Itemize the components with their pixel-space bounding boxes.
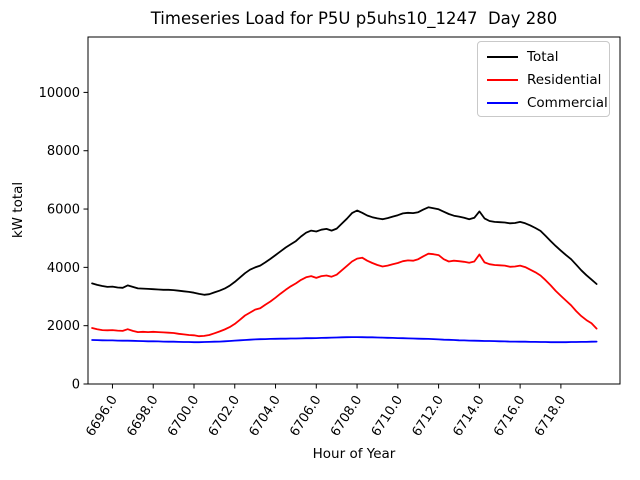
y-tick-label: 4000 [47, 261, 80, 276]
y-tick-label: 0 [72, 378, 80, 393]
x-tick-label: 6704.0 [247, 393, 284, 439]
legend-swatch-residential [487, 78, 518, 81]
legend-item-total: Total [478, 45, 609, 68]
x-tick-label: 6708.0 [328, 393, 365, 439]
x-tick-label: 6698.0 [124, 393, 161, 439]
x-tick-label: 6710.0 [369, 393, 406, 439]
x-tick-label: 6702.0 [206, 393, 243, 439]
series-line-commercial [91, 336, 598, 344]
legend-item-residential: Residential [478, 68, 609, 91]
x-tick-label: 6706.0 [287, 393, 324, 439]
y-tick-label: 2000 [47, 319, 80, 334]
legend-swatch-commercial [487, 101, 518, 104]
x-tick-label: 6716.0 [491, 393, 528, 439]
x-tick-label: 6696.0 [83, 393, 120, 439]
legend: Total Residential Commercial [477, 41, 610, 117]
plot-frame [87, 36, 621, 385]
chart-title: Timeseries Load for P5U p5uhs10_1247 Day… [150, 9, 558, 28]
legend-label: Total [527, 48, 559, 65]
y-axis-label: kW total [10, 181, 26, 239]
legend-item-commercial: Commercial [478, 91, 609, 114]
legend-swatch-total [487, 55, 518, 58]
y-tick-label: 8000 [47, 144, 80, 159]
x-tick-label: 6718.0 [532, 393, 569, 439]
legend-label: Residential [527, 71, 602, 88]
y-tick-label: 10000 [39, 86, 80, 101]
x-tick-label: 6714.0 [450, 393, 487, 439]
x-tick-label: 6700.0 [165, 393, 202, 439]
y-tick-label: 6000 [47, 203, 80, 218]
legend-label: Commercial [527, 94, 608, 111]
x-tick-label: 6712.0 [410, 393, 447, 439]
x-axis-label: Hour of Year [312, 446, 396, 462]
series-line-residential [91, 252, 598, 338]
series-line-total [91, 206, 598, 296]
